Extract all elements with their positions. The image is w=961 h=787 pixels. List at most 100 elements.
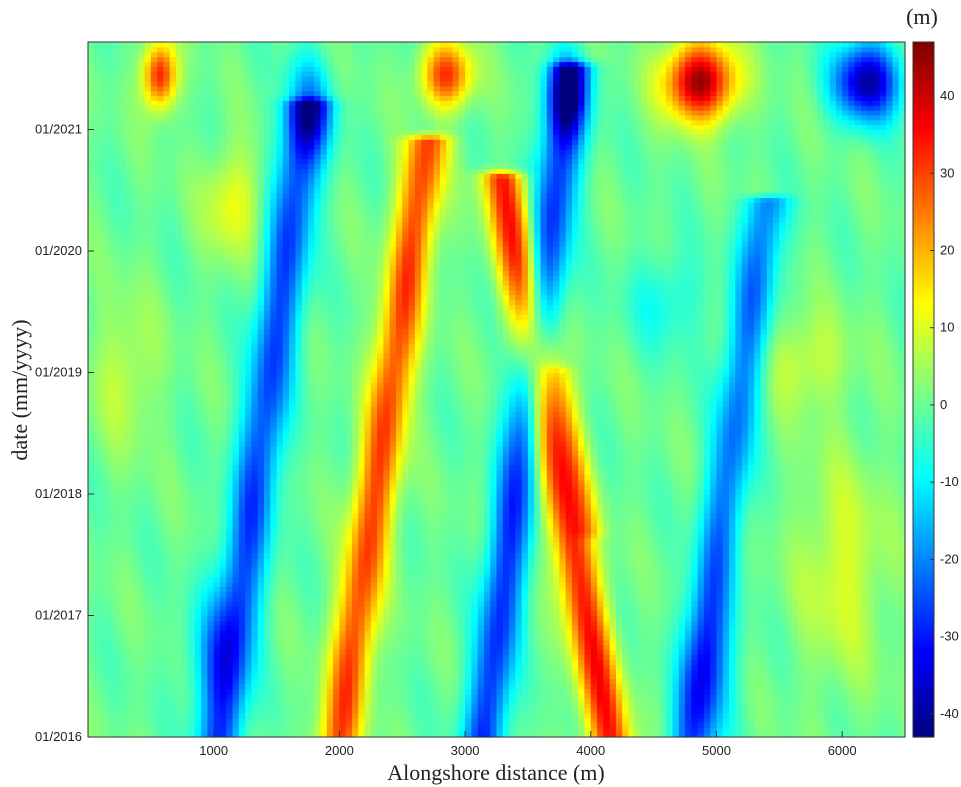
heatmap-cell bbox=[232, 693, 240, 699]
heatmap-cell bbox=[251, 605, 259, 612]
heatmap-cell bbox=[345, 639, 353, 646]
heatmap-cell bbox=[351, 717, 359, 724]
heatmap-cell bbox=[169, 664, 177, 670]
heatmap-cell bbox=[370, 659, 378, 665]
heatmap-cell bbox=[615, 717, 623, 724]
heatmap-cell bbox=[502, 732, 510, 738]
heatmap-cell bbox=[131, 557, 139, 563]
heatmap-cell bbox=[842, 688, 850, 694]
heatmap-cell bbox=[515, 620, 523, 626]
heatmap-cell bbox=[804, 644, 812, 651]
heatmap-cell bbox=[251, 659, 259, 665]
heatmap-cell bbox=[207, 664, 215, 670]
heatmap-cell bbox=[722, 557, 730, 563]
heatmap-cell bbox=[131, 732, 139, 738]
heatmap-cell bbox=[609, 576, 617, 583]
heatmap-cell bbox=[175, 547, 183, 553]
heatmap-cell bbox=[182, 659, 190, 665]
heatmap-cell bbox=[722, 702, 730, 709]
heatmap-cell bbox=[439, 722, 447, 728]
heatmap-cell bbox=[766, 615, 774, 621]
heatmap-cell bbox=[364, 659, 372, 665]
heatmap-cell bbox=[666, 581, 674, 587]
heatmap-cell bbox=[521, 693, 529, 699]
heatmap-cell bbox=[458, 683, 466, 689]
heatmap-cell bbox=[879, 581, 887, 587]
heatmap-cell bbox=[383, 566, 391, 573]
heatmap-cell bbox=[263, 600, 271, 607]
heatmap-cell bbox=[483, 722, 491, 728]
heatmap-cell bbox=[886, 557, 894, 563]
heatmap-cell bbox=[496, 562, 504, 568]
heatmap-cell bbox=[741, 634, 749, 641]
heatmap-cell bbox=[697, 678, 705, 685]
heatmap-cell bbox=[710, 732, 718, 738]
heatmap-cell bbox=[188, 727, 196, 733]
heatmap-cell bbox=[163, 644, 171, 651]
heatmap-cell bbox=[402, 634, 410, 641]
heatmap-cell bbox=[326, 668, 334, 675]
heatmap-cell bbox=[615, 664, 623, 670]
heatmap-cell bbox=[622, 649, 630, 655]
heatmap-cell bbox=[659, 591, 667, 597]
heatmap-cell bbox=[634, 620, 642, 626]
heatmap-cell bbox=[490, 688, 498, 694]
heatmap-cell bbox=[465, 702, 472, 709]
heatmap-cell bbox=[125, 678, 133, 685]
heatmap-cell bbox=[477, 600, 485, 607]
heatmap-cell bbox=[219, 727, 227, 733]
heatmap-cell bbox=[521, 571, 529, 578]
heatmap-cell bbox=[584, 659, 592, 665]
heatmap-cell bbox=[590, 722, 598, 728]
heatmap-cell bbox=[232, 596, 240, 602]
heatmap-cell bbox=[873, 732, 881, 738]
heatmap-cell bbox=[421, 673, 428, 680]
heatmap-cell bbox=[773, 596, 780, 602]
heatmap-cell bbox=[653, 552, 661, 558]
heatmap-cell bbox=[433, 600, 441, 607]
heatmap-cell bbox=[163, 693, 171, 699]
heatmap-cell bbox=[647, 552, 655, 558]
heatmap-cell bbox=[817, 668, 824, 675]
heatmap-cell bbox=[829, 717, 837, 724]
heatmap-cell bbox=[597, 562, 604, 568]
heatmap-cell bbox=[565, 722, 573, 728]
heatmap-cell bbox=[553, 557, 560, 563]
heatmap-cell bbox=[892, 620, 900, 626]
heatmap-cell bbox=[691, 722, 699, 728]
heatmap-cell bbox=[377, 678, 384, 685]
heatmap-cell bbox=[722, 678, 730, 685]
heatmap-cell bbox=[773, 707, 780, 714]
heatmap-cell bbox=[289, 634, 296, 641]
heatmap-cell bbox=[490, 625, 498, 631]
heatmap-cell bbox=[509, 732, 516, 738]
heatmap-cell bbox=[175, 571, 183, 578]
heatmap-cell bbox=[169, 712, 177, 719]
heatmap-cell bbox=[226, 552, 234, 558]
heatmap-cell bbox=[377, 562, 384, 568]
heatmap-cell bbox=[641, 562, 648, 568]
heatmap-cell bbox=[622, 678, 630, 685]
heatmap-cell bbox=[685, 605, 692, 612]
heatmap-cell bbox=[622, 644, 630, 651]
heatmap-cell bbox=[798, 707, 806, 714]
heatmap-cell bbox=[226, 639, 234, 646]
heatmap-cell bbox=[779, 664, 787, 670]
heatmap-cell bbox=[395, 683, 403, 689]
heatmap-cell bbox=[320, 566, 328, 573]
heatmap-cell bbox=[691, 668, 699, 675]
heatmap-cell bbox=[559, 717, 567, 724]
heatmap-cell bbox=[779, 552, 787, 558]
heatmap-cell bbox=[653, 571, 661, 578]
heatmap-cell bbox=[320, 571, 328, 578]
heatmap-cell bbox=[628, 634, 636, 641]
heatmap-cell bbox=[515, 683, 523, 689]
heatmap-cell bbox=[634, 566, 642, 573]
heatmap-cell bbox=[527, 698, 535, 704]
heatmap-cell bbox=[94, 591, 102, 597]
heatmap-cell bbox=[263, 712, 271, 719]
heatmap-cell bbox=[307, 664, 315, 670]
heatmap-cell bbox=[804, 552, 812, 558]
heatmap-cell bbox=[540, 634, 548, 641]
heatmap-cell bbox=[854, 586, 862, 592]
